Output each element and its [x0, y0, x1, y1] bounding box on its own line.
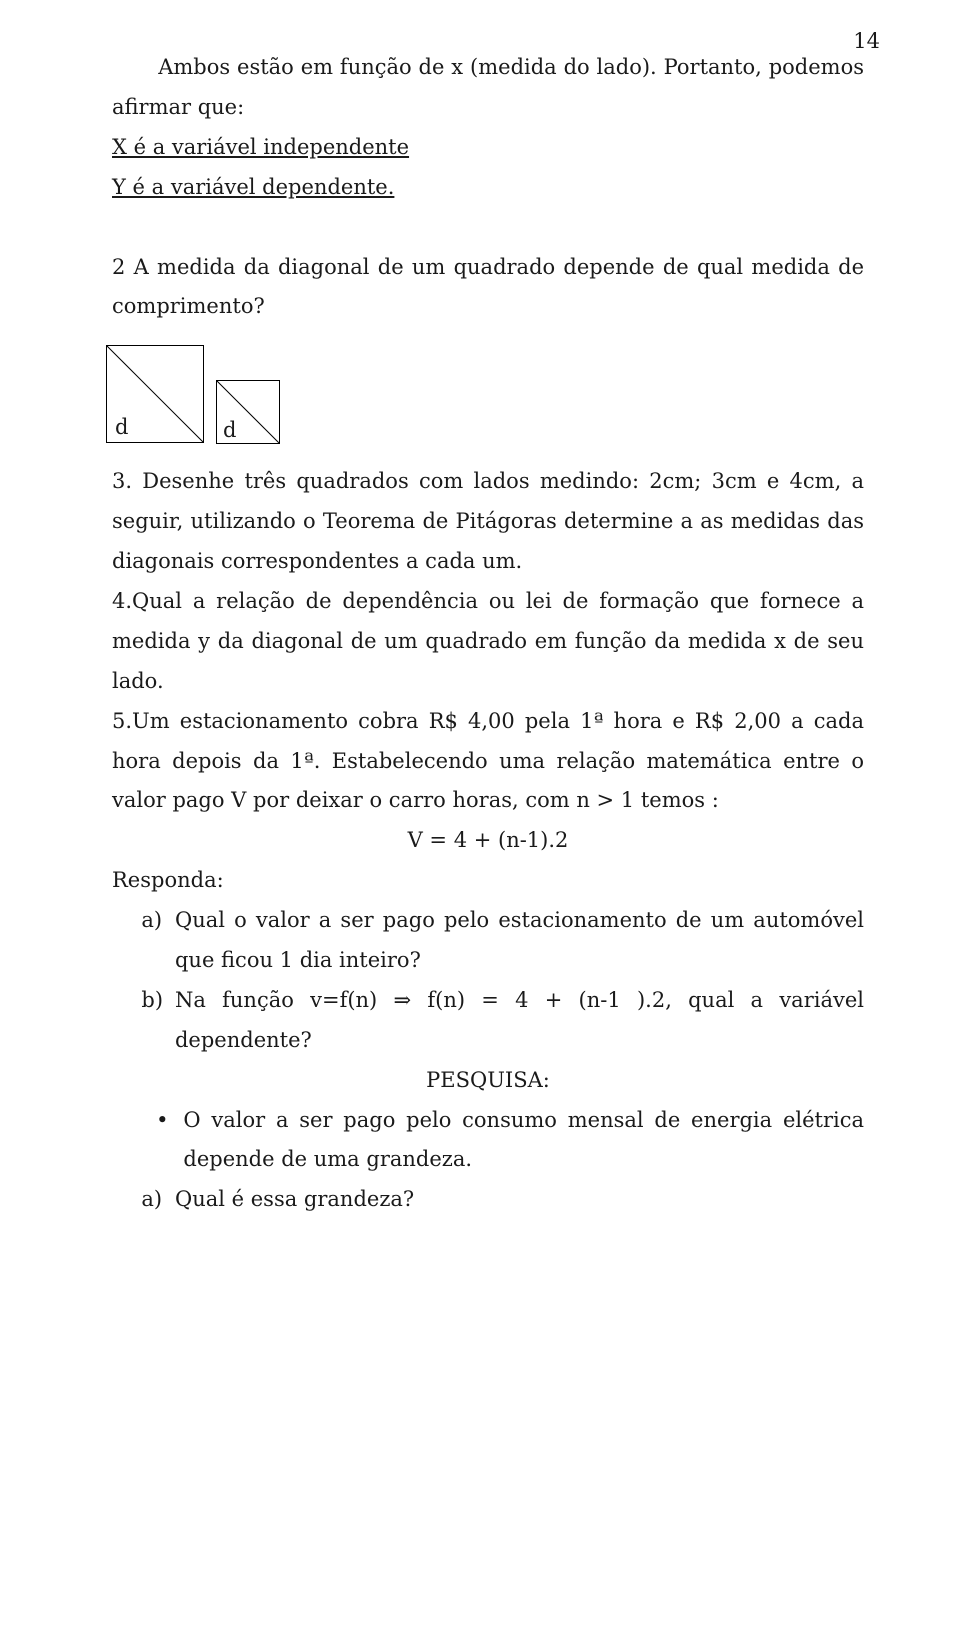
label-d-large: d [115, 417, 128, 438]
page-number: 14 [853, 22, 880, 62]
var-independent: X é a variável independente [112, 128, 864, 168]
squares-diagram: d d [106, 345, 864, 444]
intro-paragraph: Ambos estão em função de x (medida do la… [112, 48, 864, 128]
question-5: 5.Um estacionamento cobra R$ 4,00 pela 1… [112, 702, 864, 822]
label-d-small: d [223, 420, 236, 441]
marker-a: a) [141, 901, 175, 981]
answer-b-text: Na função v=f(n) ⇒ f(n) = 4 + (n-1 ).2, … [175, 981, 864, 1061]
marker-b: b) [141, 981, 175, 1061]
question-3: 3. Desenhe três quadrados com lados medi… [112, 462, 864, 582]
answer-a-text: Qual o valor a ser pago pelo estacioname… [175, 901, 864, 981]
square-small: d [216, 380, 280, 444]
bullet-text: O valor a ser pago pelo consumo mensal d… [183, 1101, 864, 1181]
answer-b-pre: Na função v=f(n) [175, 988, 394, 1012]
formula: V = 4 + (n-1).2 [112, 821, 864, 861]
bullet-icon: • [156, 1101, 183, 1181]
answer-a2: a) Qual é essa grandeza? [141, 1180, 864, 1220]
question-4: 4.Qual a relação de dependência ou lei d… [112, 582, 864, 702]
responda-label: Responda: [112, 861, 864, 901]
bullet-item: • O valor a ser pago pelo consumo mensal… [156, 1101, 864, 1181]
marker-a2: a) [141, 1180, 175, 1220]
arrow-icon: ⇒ [394, 988, 412, 1012]
answer-a2-text: Qual é essa grandeza? [175, 1180, 864, 1220]
square-large: d [106, 345, 204, 443]
answer-b: b) Na função v=f(n) ⇒ f(n) = 4 + (n-1 ).… [141, 981, 864, 1061]
pesquisa-heading: PESQUISA: [112, 1061, 864, 1101]
question-2: 2 A medida da diagonal de um quadrado de… [112, 248, 864, 328]
page: 14 Ambos estão em função de x (medida do… [0, 0, 960, 1636]
var-dependent: Y é a variável dependente. [112, 168, 864, 208]
answer-a: a) Qual o valor a ser pago pelo estacion… [141, 901, 864, 981]
